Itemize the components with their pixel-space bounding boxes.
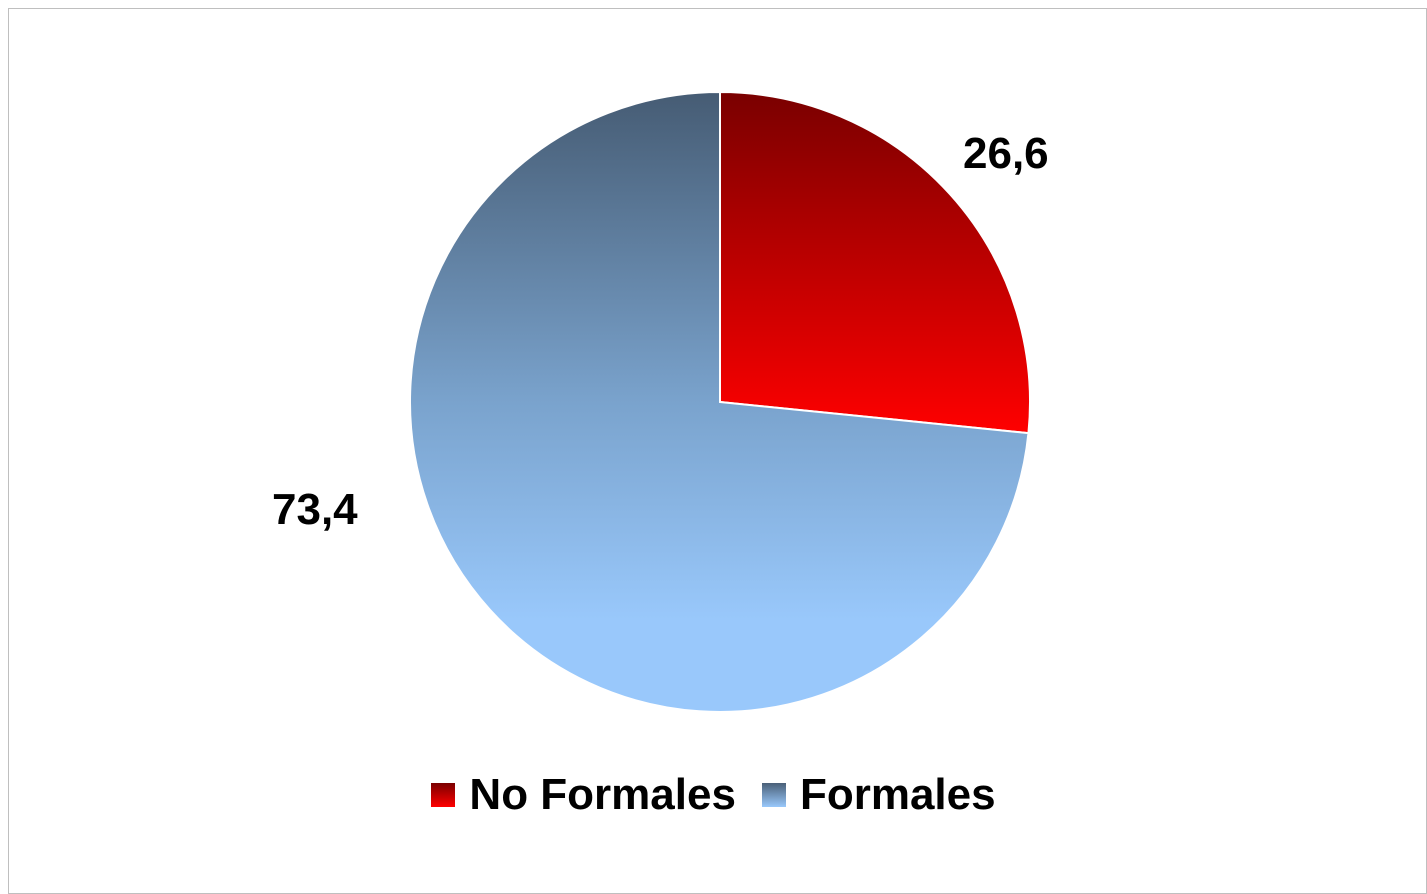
chart-legend: No Formales Formales [0,770,1427,820]
data-label-formales: 73,4 [272,485,358,534]
legend-label-formales: Formales [799,770,996,819]
legend-swatch-formales [761,783,786,807]
legend-swatch-no-formales [431,783,456,807]
data-label-no-formales: 26,6 [963,129,1049,178]
legend-label-no-formales: No Formales [469,770,736,819]
pie-slice-formales [409,90,1030,713]
legend-entry-no-formales: No Formales [431,770,736,820]
pie-slice-no-formales [719,90,1031,435]
legend-entry-formales: Formales [761,770,996,820]
